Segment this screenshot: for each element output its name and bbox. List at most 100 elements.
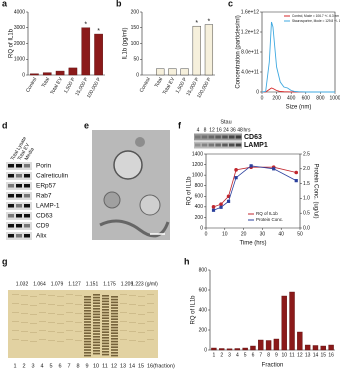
gel-band	[84, 296, 91, 298]
blot-row-label: Porin	[36, 163, 52, 170]
y-tick-label: 150	[131, 25, 140, 31]
y-axis-label: RQ of IL1b	[191, 295, 197, 325]
gel-band	[102, 351, 109, 353]
bar	[30, 73, 39, 76]
gel-band	[147, 294, 154, 295]
gel-band	[102, 311, 109, 314]
gel-band	[66, 330, 73, 331]
gel-band	[48, 340, 55, 341]
gel-band	[93, 302, 100, 304]
gel-band	[93, 338, 100, 341]
gel-band	[66, 321, 73, 322]
gel-band	[111, 296, 118, 298]
blot-band	[24, 224, 30, 228]
y-axis-label: RQ of IL1b	[9, 28, 15, 58]
gel-band	[93, 322, 100, 324]
gel-band	[75, 304, 82, 305]
gel-band	[93, 324, 100, 327]
gel-band	[147, 339, 154, 340]
blot-band	[16, 164, 22, 168]
y-tick-label: 200	[199, 327, 208, 333]
y2-tick-label: 0.0	[303, 225, 310, 231]
gel-band	[102, 325, 109, 328]
gel-band	[93, 341, 100, 344]
gel-band	[57, 305, 64, 306]
y-tick-label: 0	[136, 72, 139, 78]
panel-letter: e	[84, 120, 89, 130]
series-line	[261, 21, 335, 93]
micrograph-image	[92, 130, 170, 240]
gel-band	[66, 294, 73, 295]
x-tick-label: Control	[25, 77, 38, 94]
bar	[265, 340, 272, 351]
bar	[204, 24, 214, 76]
x-tick-label: 11	[289, 352, 294, 358]
inset-lane: 12	[209, 127, 215, 133]
y-tick-label: 0	[256, 89, 259, 95]
y-axis-label: RQ of IL1b	[187, 176, 193, 206]
gel-band	[111, 343, 118, 346]
y-tick-label: 0	[200, 225, 203, 231]
lane-label: 15	[138, 363, 144, 369]
y-tick-label: 400	[199, 307, 208, 313]
density-label: 1.223 (g/ml)	[131, 281, 158, 287]
y-tick-label: 3000	[14, 25, 25, 31]
y-tick-label: 0	[204, 347, 207, 353]
y-tick-label: 600	[195, 194, 204, 200]
y-tick-label: 400	[195, 204, 204, 210]
gel-band	[66, 312, 73, 313]
bar	[281, 295, 287, 351]
gel-band	[102, 317, 109, 319]
y-tick-label: 1000	[14, 57, 25, 63]
lane-label: 10	[93, 363, 99, 369]
bar	[320, 345, 326, 351]
y-tick-label: 4.0e+11	[241, 69, 259, 75]
x-tick-label: 8	[267, 352, 270, 358]
gel-band	[39, 312, 46, 313]
series-line	[213, 165, 297, 211]
axis	[141, 12, 215, 76]
legend-label: RQ of IL1b	[256, 211, 278, 216]
density-label: 1.079	[51, 281, 64, 287]
y-axis-label: Concentration (particles/ml)	[236, 15, 242, 88]
gel-band	[30, 341, 37, 342]
inset-title: Stau	[220, 119, 231, 125]
gel-band	[102, 334, 109, 336]
x-tick-label: 0	[205, 231, 208, 237]
blot-row-label: Rab7	[36, 193, 52, 200]
y2-tick-label: 1.5	[303, 181, 310, 187]
blot-row-label: Alix	[36, 233, 47, 240]
gel-band	[102, 345, 109, 347]
gel-band	[102, 295, 109, 297]
lane-label: 16	[147, 363, 153, 369]
gel-band	[39, 294, 46, 295]
gel-band	[30, 323, 37, 324]
gel-band	[75, 322, 82, 323]
x-tick-label: Total EV	[49, 76, 64, 96]
gel-band	[147, 312, 154, 313]
y2-tick-label: 1.0	[303, 196, 310, 202]
gel-band	[111, 346, 118, 348]
gel-band	[93, 344, 100, 346]
gel-band	[120, 312, 127, 313]
gel-band	[93, 336, 100, 338]
y-tick-label: 1400	[192, 151, 203, 157]
x-tick-label: 40	[278, 231, 284, 237]
x-axis-label: Fraction	[262, 363, 284, 369]
gel-band	[129, 322, 136, 323]
bar	[289, 291, 295, 351]
gel-band	[120, 339, 127, 340]
lane-label: 9	[85, 363, 88, 369]
gel-band	[84, 318, 91, 320]
y-tick-label: 50	[133, 57, 139, 63]
bar	[192, 25, 201, 76]
gel-band	[21, 322, 28, 323]
bar	[180, 68, 189, 76]
gel-band	[147, 303, 154, 304]
lane-label: 2	[22, 363, 25, 369]
gel-band	[75, 331, 82, 332]
blot-band	[8, 214, 14, 218]
bar	[94, 33, 103, 76]
bar	[211, 347, 217, 351]
y2-tick-label: 0.5	[303, 211, 310, 217]
